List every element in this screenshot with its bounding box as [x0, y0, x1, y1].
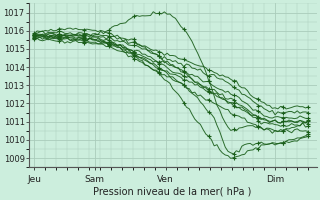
X-axis label: Pression niveau de la mer( hPa ): Pression niveau de la mer( hPa ) — [93, 187, 252, 197]
